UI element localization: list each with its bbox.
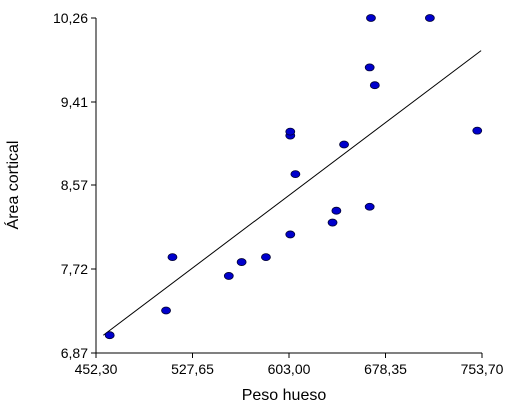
y-tick-label: 9,41 xyxy=(61,94,88,110)
data-point xyxy=(236,258,247,266)
x-tick-label: 527,65 xyxy=(171,361,214,377)
data-point xyxy=(331,206,342,215)
data-point xyxy=(327,218,338,227)
data-point xyxy=(364,202,375,211)
y-tick-label: 10,26 xyxy=(53,10,88,26)
x-axis-title: Peso hueso xyxy=(242,387,327,404)
data-point xyxy=(290,170,301,179)
data-point xyxy=(167,253,178,262)
data-point xyxy=(261,253,271,262)
data-point xyxy=(285,230,296,239)
data-point xyxy=(339,140,349,149)
data-point xyxy=(285,127,296,136)
x-tick-label: 753,70 xyxy=(461,361,504,377)
x-tick-label: 603,00 xyxy=(268,361,311,377)
data-point xyxy=(369,81,380,90)
data-point xyxy=(472,126,483,135)
axis-ticks: 452,30 527,65 603,00 678,35 753,70 6,87 7,72 8,… xyxy=(53,10,504,377)
data-point xyxy=(223,272,234,280)
data-point xyxy=(366,14,376,22)
y-tick-label: 7,72 xyxy=(61,261,88,277)
y-tick-label: 8,57 xyxy=(61,177,88,193)
data-point xyxy=(104,331,115,340)
x-tick-label: 452,30 xyxy=(75,361,118,377)
x-tick-label: 678,35 xyxy=(364,361,407,377)
data-point xyxy=(161,306,171,315)
data-point xyxy=(364,63,375,72)
y-tick-label: 6,87 xyxy=(61,345,88,361)
plot-marks xyxy=(102,14,483,340)
data-point xyxy=(424,14,435,22)
y-axis-title: Área cortical xyxy=(3,141,22,230)
trendline xyxy=(102,50,482,336)
